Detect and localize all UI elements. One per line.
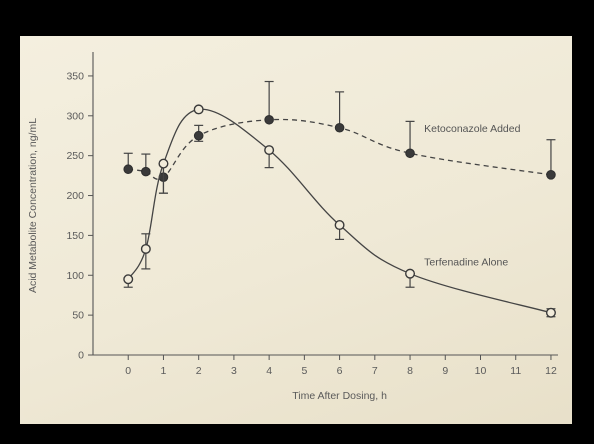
axes xyxy=(92,52,558,356)
data-point-open xyxy=(140,243,151,254)
y-tick-label: 300 xyxy=(66,110,84,122)
x-tick-label: 12 xyxy=(545,365,557,377)
data-point-open xyxy=(264,145,275,156)
chart-paper: 0 50 100 150 200 250 300 350 0 1 2 3 4 5 6 7 8 9 10 11 12 A… xyxy=(20,36,572,424)
series-annotation-label: Ketoconazole Added xyxy=(424,123,520,135)
y-tick-label: 250 xyxy=(66,150,84,162)
data-point-filled xyxy=(405,148,415,159)
x-tick-label: 6 xyxy=(337,365,343,377)
data-point-filled xyxy=(264,114,274,125)
y-tick-label: 50 xyxy=(72,310,84,322)
x-tick-label: 1 xyxy=(161,365,167,377)
x-axis-label: Time After Dosing, h xyxy=(292,390,387,402)
series-layer xyxy=(123,80,556,318)
series-annotation-label: Terfenadine Alone xyxy=(424,257,508,269)
data-point-filled xyxy=(141,166,151,177)
y-axis-label: Acid Metabolite Concentration, ng/mL xyxy=(27,118,39,293)
y-tick-label: 0 xyxy=(78,350,84,362)
x-tick-label: 9 xyxy=(442,365,448,377)
data-point-open xyxy=(405,268,416,279)
x-ticks: 0 1 2 3 4 5 6 7 8 9 10 11 12 xyxy=(125,355,557,377)
y-tick-label: 350 xyxy=(66,70,84,82)
x-tick-label: 11 xyxy=(510,365,521,377)
x-tick-label: 10 xyxy=(475,365,487,377)
data-point-open xyxy=(193,104,204,115)
data-point-open xyxy=(334,220,345,231)
x-tick-label: 2 xyxy=(196,365,202,377)
y-tick-label: 100 xyxy=(66,270,84,282)
data-point-open xyxy=(158,158,169,169)
x-tick-label: 3 xyxy=(231,365,237,377)
series-terfenadine xyxy=(123,104,556,318)
data-point-filled xyxy=(546,170,556,180)
y-tick-label: 150 xyxy=(66,230,84,242)
y-ticks: 0 50 100 150 200 250 300 350 xyxy=(66,70,93,362)
y-tick-label: 200 xyxy=(66,190,84,202)
x-tick-label: 8 xyxy=(407,365,413,377)
series-annotations: Ketoconazole Added Terfenadine Alone xyxy=(424,123,520,269)
x-tick-label: 5 xyxy=(301,365,307,377)
data-point-open xyxy=(545,307,556,318)
data-point-filled xyxy=(334,122,345,133)
data-point-filled xyxy=(123,164,134,175)
x-tick-label: 0 xyxy=(125,365,131,377)
x-tick-label: 4 xyxy=(266,365,272,377)
series-ketoconazole xyxy=(123,80,556,194)
data-point-open xyxy=(123,274,134,285)
x-tick-label: 7 xyxy=(372,365,378,377)
data-point-filled xyxy=(193,130,204,141)
